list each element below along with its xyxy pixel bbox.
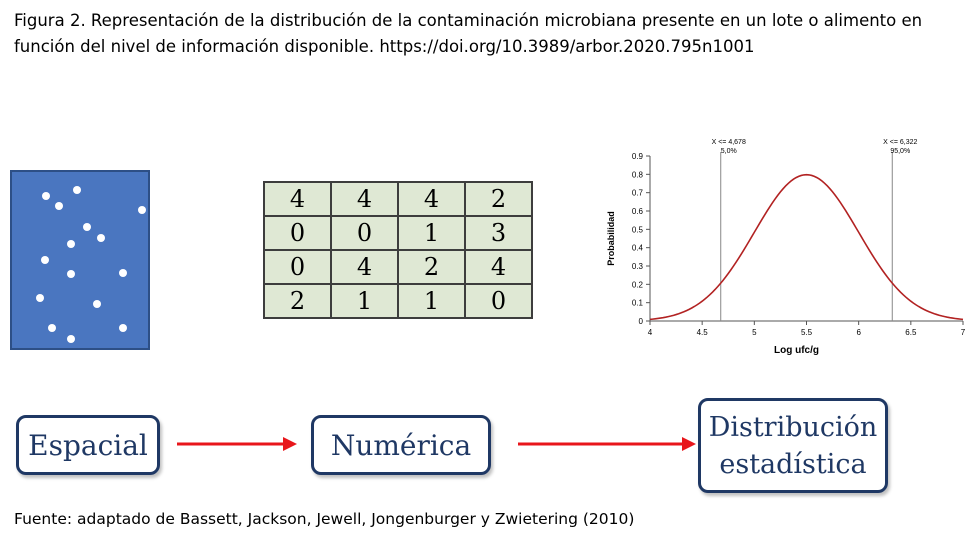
- grid-cell: 4: [263, 181, 332, 217]
- y-tick-label: 0.4: [632, 244, 644, 253]
- microbe-dot: [48, 324, 56, 332]
- y-tick-label: 0: [639, 317, 644, 326]
- y-tick-label: 0.9: [632, 152, 644, 161]
- y-tick-label: 0.3: [632, 262, 644, 271]
- stage-spatial-box: Espacial: [16, 415, 160, 475]
- grid-cell: 4: [464, 249, 533, 285]
- grid-cell: 1: [397, 283, 466, 319]
- x-axis-label: Log ufc/g: [774, 345, 819, 356]
- grid-cell: 1: [397, 215, 466, 251]
- grid-row: 2 1 1 0: [263, 283, 533, 319]
- microbe-dot: [67, 270, 75, 278]
- microbe-dot: [138, 206, 146, 214]
- microbe-dot: [41, 256, 49, 264]
- grid-cell: 2: [263, 283, 332, 319]
- stage-statistical-box: Distribución estadística: [698, 398, 888, 493]
- x-tick-label: 6: [856, 328, 861, 337]
- y-tick-label: 0.2: [632, 280, 644, 289]
- stage-numeric-box: Numérica: [311, 415, 491, 475]
- x-tick-label: 7: [961, 328, 966, 337]
- count-grid: 4 4 4 2 0 0 1 3 0 4 2 4 2 1 1 0: [263, 181, 533, 319]
- y-tick-label: 0.8: [632, 170, 644, 179]
- grid-cell: 1: [330, 283, 399, 319]
- grid-cell: 4: [330, 249, 399, 285]
- grid-cell: 0: [464, 283, 533, 319]
- microbe-dot: [119, 324, 127, 332]
- arrow-right-icon: [518, 437, 696, 451]
- x-tick-label: 6.5: [905, 328, 917, 337]
- probability-chart: 0 0.1 0.2 0.3 0.4 0.5 0.6 0.7 0.8 0.9 4 4.5 5 5.5 6 6.5…: [606, 139, 966, 356]
- microbe-dot: [97, 234, 105, 242]
- percentile-marker-label: X <= 4,678: [712, 139, 746, 146]
- source-note: Fuente: adaptado de Bassett, Jackson, Je…: [14, 510, 635, 528]
- percentile-marker-value: 95,0%: [890, 148, 910, 155]
- grid-row: 0 4 2 4: [263, 249, 533, 285]
- microbe-dot: [67, 335, 75, 343]
- microbe-dot: [55, 202, 63, 210]
- grid-cell: 4: [330, 181, 399, 217]
- percentile-marker-label: X <= 6,322: [883, 139, 917, 146]
- grid-cell: 3: [464, 215, 533, 251]
- percentile-marker-value: 5,0%: [721, 148, 737, 155]
- microbe-dot: [67, 240, 75, 248]
- grid-cell: 0: [263, 249, 332, 285]
- y-tick-label: 0.6: [632, 207, 644, 216]
- microbe-dot: [93, 300, 101, 308]
- figure-caption: Figura 2. Representación de la distribuc…: [14, 11, 923, 56]
- microbe-dot: [83, 223, 91, 231]
- grid-row: 4 4 4 2: [263, 181, 533, 217]
- probability-curve: [649, 173, 964, 321]
- grid-cell: 0: [330, 215, 399, 251]
- microbe-dot: [73, 186, 81, 194]
- grid-row: 0 0 1 3: [263, 215, 533, 251]
- grid-cell: 2: [397, 249, 466, 285]
- microbe-dot: [42, 192, 50, 200]
- y-tick-label: 0.5: [632, 225, 644, 234]
- y-axis-label: Probabilidad: [606, 211, 616, 266]
- microbe-dot: [119, 269, 127, 277]
- y-tick-label: 0.1: [632, 299, 644, 308]
- x-tick-label: 5: [752, 328, 757, 337]
- y-tick-label: 0.7: [632, 189, 644, 198]
- x-tick-label: 5.5: [801, 328, 813, 337]
- grid-cell: 2: [464, 181, 533, 217]
- grid-cell: 4: [397, 181, 466, 217]
- spatial-distribution-panel: [10, 170, 150, 350]
- arrow-right-icon: [177, 437, 297, 451]
- x-tick-label: 4: [648, 328, 653, 337]
- microbe-dot: [36, 294, 44, 302]
- grid-cell: 0: [263, 215, 332, 251]
- x-tick-label: 4.5: [697, 328, 709, 337]
